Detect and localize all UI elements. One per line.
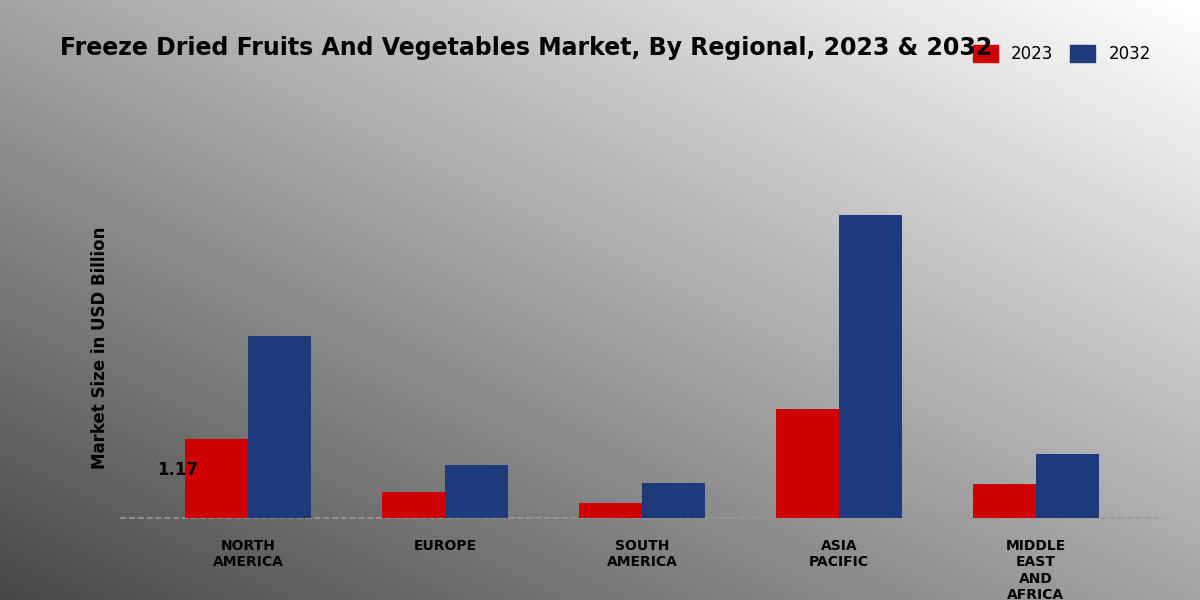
Legend: 2023, 2032: 2023, 2032 [967, 40, 1156, 68]
Text: 1.17: 1.17 [157, 461, 198, 479]
Bar [973, 484, 1036, 518]
Bar [578, 503, 642, 518]
Bar [642, 483, 706, 518]
Bar [776, 409, 839, 518]
Bar [185, 439, 248, 518]
Bar [1036, 454, 1099, 518]
Text: Freeze Dried Fruits And Vegetables Market, By Regional, 2023 & 2032: Freeze Dried Fruits And Vegetables Marke… [60, 36, 992, 60]
Bar [839, 215, 902, 518]
Bar [248, 336, 311, 518]
Y-axis label: Market Size in USD Billion: Market Size in USD Billion [91, 227, 109, 469]
Bar [382, 493, 445, 518]
Bar [445, 466, 508, 518]
